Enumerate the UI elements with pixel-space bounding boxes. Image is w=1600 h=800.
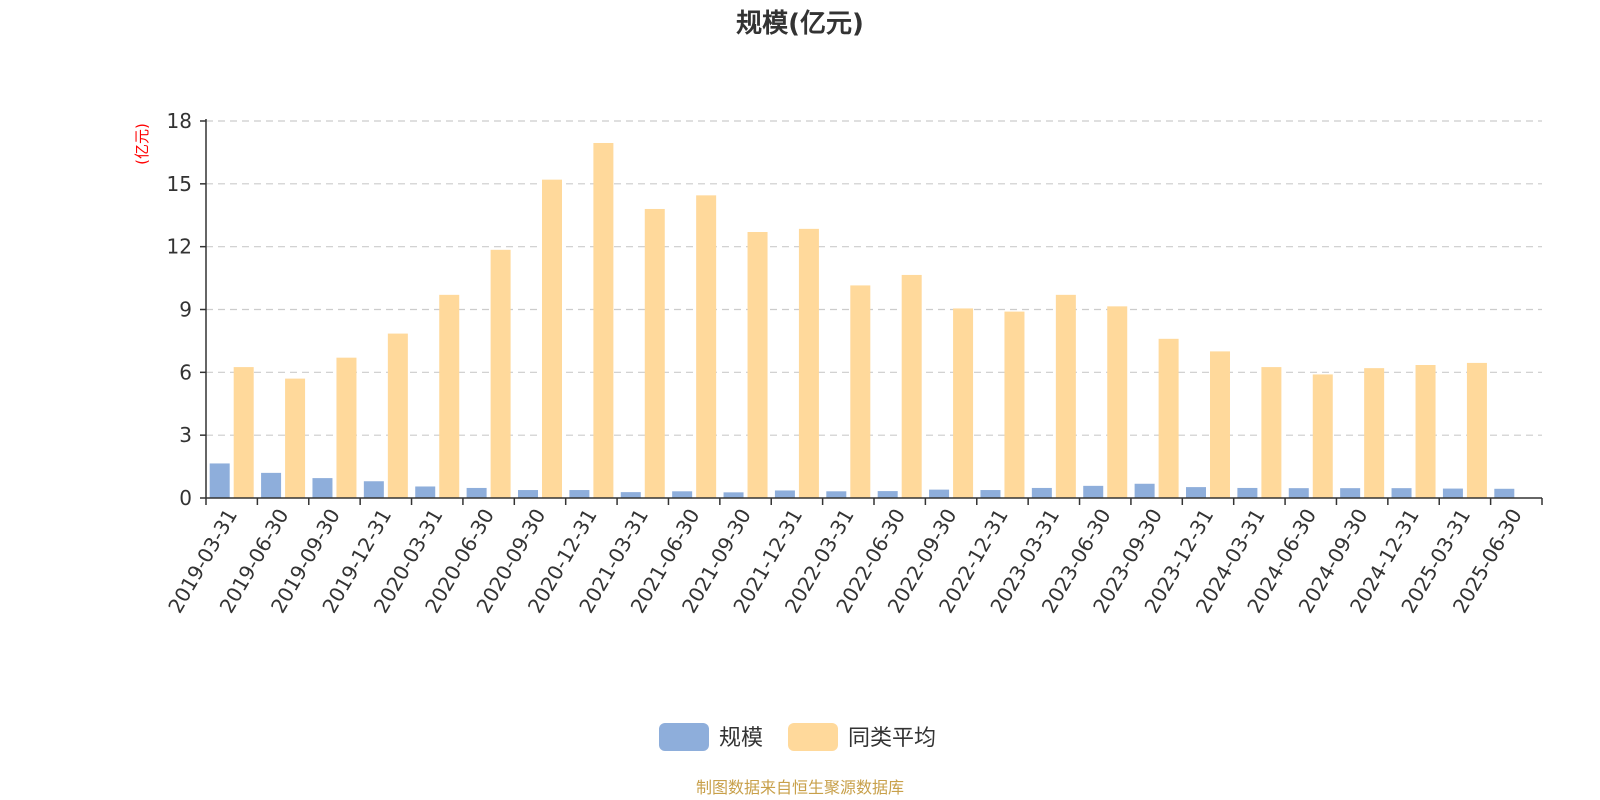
bar-scale[interactable]: [415, 486, 436, 498]
bar-peer-average[interactable]: [644, 208, 665, 498]
bar-scale[interactable]: [569, 490, 590, 498]
bar-peer-average[interactable]: [1210, 351, 1230, 498]
bar-scale[interactable]: [672, 491, 693, 498]
bar-scale[interactable]: [1288, 488, 1309, 498]
bar-peer-average[interactable]: [1107, 306, 1128, 498]
data-source-note: 制图数据来自恒生聚源数据库: [696, 778, 904, 797]
axes: [200, 119, 1543, 505]
bars: [209, 142, 1515, 498]
bar-scale[interactable]: [1442, 488, 1463, 498]
bar-peer-average[interactable]: [953, 308, 974, 498]
bar-scale[interactable]: [1031, 487, 1052, 498]
y-tick-label: 15: [167, 172, 192, 196]
bar-peer-average[interactable]: [1158, 338, 1179, 498]
bar-peer-average[interactable]: [490, 249, 511, 498]
bar-scale[interactable]: [209, 463, 230, 498]
bar-peer-average[interactable]: [593, 142, 614, 498]
bar-scale[interactable]: [620, 492, 641, 498]
bar-peer-average[interactable]: [1466, 362, 1487, 498]
bar-peer-average[interactable]: [901, 274, 922, 498]
bar-scale[interactable]: [518, 490, 538, 498]
bar-scale[interactable]: [1237, 487, 1258, 498]
bar-scale[interactable]: [929, 489, 950, 498]
bar-peer-average[interactable]: [696, 195, 717, 498]
y-tick-label: 9: [179, 298, 192, 322]
bar-scale[interactable]: [261, 472, 282, 498]
bar-scale[interactable]: [1134, 483, 1155, 498]
bar-peer-average[interactable]: [1055, 294, 1076, 498]
bar-scale[interactable]: [877, 491, 898, 498]
y-tick-label: 12: [167, 235, 192, 259]
bar-scale[interactable]: [1391, 488, 1412, 498]
bar-peer-average[interactable]: [1364, 368, 1385, 498]
bar-scale[interactable]: [1494, 488, 1515, 498]
bar-peer-average[interactable]: [542, 179, 562, 498]
y-tick-label: 0: [179, 486, 192, 510]
y-axis-unit-label: (亿元): [133, 123, 151, 165]
bar-peer-average[interactable]: [798, 228, 819, 498]
bar-scale[interactable]: [826, 491, 847, 498]
bar-scale[interactable]: [1083, 485, 1104, 498]
y-tick-labels: 0 3 6 9 12 15 18: [167, 109, 192, 510]
bar-scale[interactable]: [774, 490, 795, 498]
bar-scale[interactable]: [723, 492, 744, 498]
legend-label-peer-average[interactable]: 同类平均: [848, 726, 936, 751]
legend-label-scale[interactable]: 规模: [719, 726, 763, 751]
chart-title: 规模(亿元): [736, 9, 864, 39]
bar-scale[interactable]: [1186, 487, 1206, 498]
bar-peer-average[interactable]: [1261, 367, 1282, 498]
bar-peer-average[interactable]: [1004, 311, 1025, 498]
legend[interactable]: 规模 同类平均: [659, 723, 936, 751]
legend-swatch-scale[interactable]: [659, 723, 709, 751]
bar-peer-average[interactable]: [850, 285, 871, 498]
bar-peer-average[interactable]: [336, 357, 357, 498]
bar-peer-average[interactable]: [285, 378, 306, 498]
bar-peer-average[interactable]: [747, 232, 768, 498]
x-tick-labels: 2019-03-312019-06-302019-09-302019-12-31…: [163, 505, 1527, 618]
bar-scale[interactable]: [363, 481, 384, 498]
bar-peer-average[interactable]: [1312, 374, 1333, 498]
y-tick-label: 3: [179, 423, 192, 447]
legend-swatch-peer-average[interactable]: [788, 723, 838, 751]
bar-scale[interactable]: [980, 490, 1001, 498]
bar-peer-average[interactable]: [387, 333, 408, 498]
bar-peer-average[interactable]: [1415, 365, 1436, 498]
bar-scale[interactable]: [1340, 488, 1361, 498]
bar-scale[interactable]: [466, 487, 487, 498]
y-tick-label: 18: [167, 109, 192, 133]
bar-peer-average[interactable]: [439, 294, 460, 498]
bar-peer-average[interactable]: [233, 367, 254, 498]
bar-scale[interactable]: [312, 478, 333, 498]
grid-lines: [206, 120, 1542, 436]
y-tick-label: 6: [179, 360, 192, 384]
